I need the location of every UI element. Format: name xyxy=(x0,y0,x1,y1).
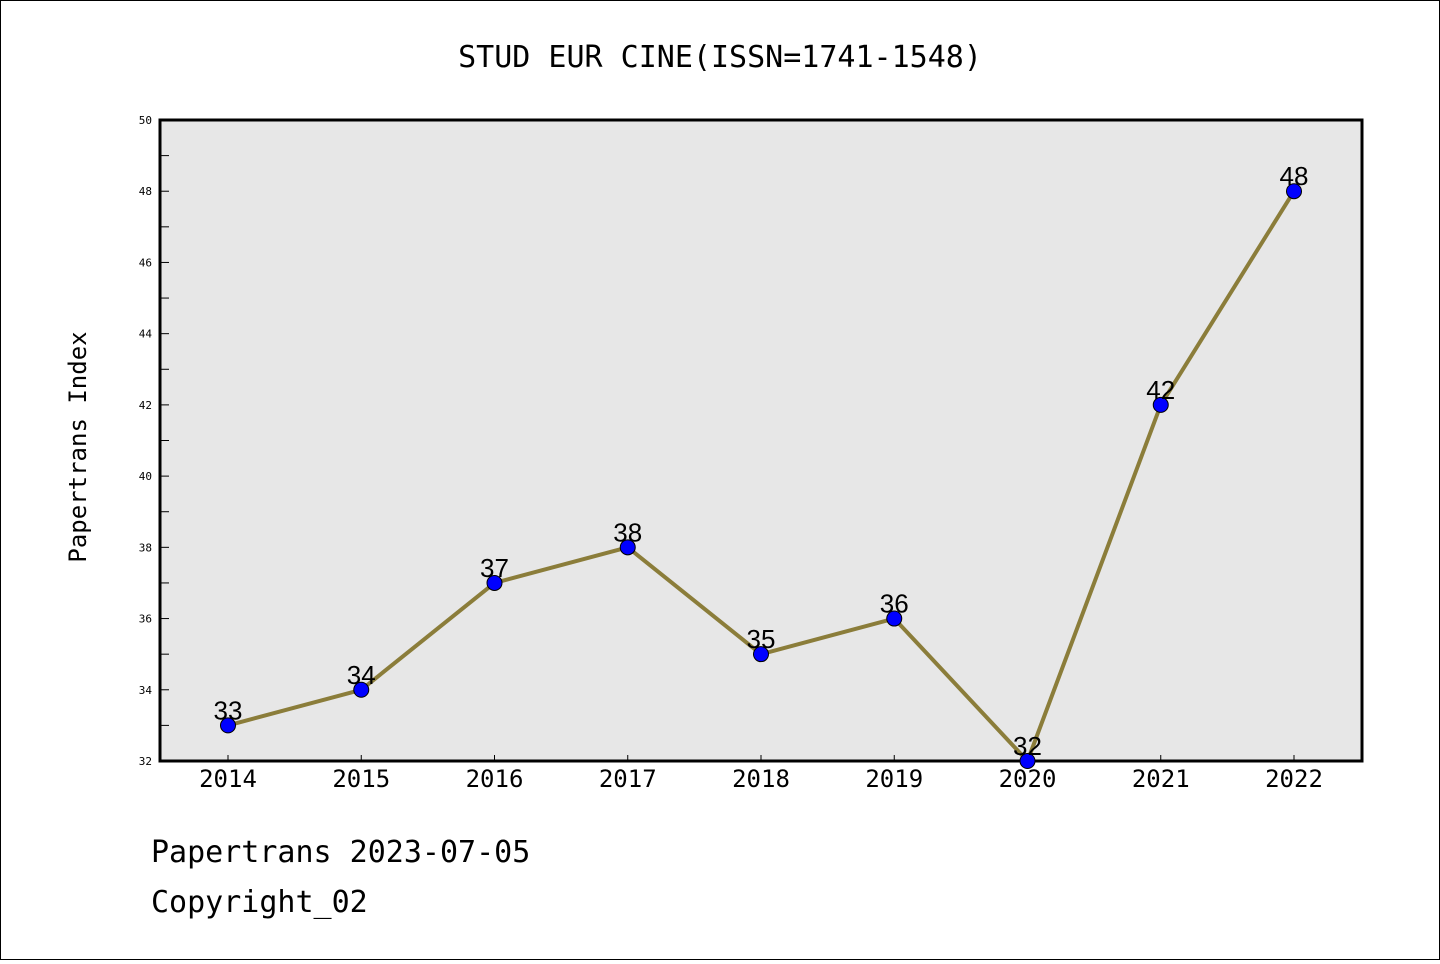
data-labels: 33 34 37 38 35 36 32 42 48 xyxy=(214,161,1309,761)
y-tick-label: 32 xyxy=(139,755,152,768)
x-tick-label: 2022 xyxy=(1265,765,1323,793)
data-point xyxy=(619,539,636,556)
data-label: 48 xyxy=(1280,161,1309,191)
x-axis-ticks: 2014 2015 2016 2017 2018 2019 2020 2021 2022 xyxy=(199,755,1323,793)
data-label: 33 xyxy=(214,695,243,725)
data-markers xyxy=(220,183,1302,769)
y-tick-label: 44 xyxy=(139,328,153,341)
y-tick-label: 34 xyxy=(139,684,153,697)
footer-copyright: Copyright_02 xyxy=(151,885,368,920)
y-tick-label: 36 xyxy=(139,613,152,626)
chart-title: STUD EUR CINE(ISSN=1741-1548) xyxy=(458,40,982,75)
y-tick-label: 50 xyxy=(139,114,152,127)
plot-area xyxy=(158,118,1364,763)
data-label: 32 xyxy=(1013,731,1042,761)
y-tick-label: 42 xyxy=(139,399,152,412)
data-label: 36 xyxy=(880,589,909,619)
data-point xyxy=(353,681,370,698)
data-label: 34 xyxy=(347,660,376,690)
data-point xyxy=(220,717,236,734)
y-axis-ticks: 32 34 36 38 40 42 44 46 48 50 xyxy=(139,114,169,768)
x-tick-label: 2017 xyxy=(599,765,657,793)
data-point xyxy=(1019,753,1036,769)
x-tick-label: 2014 xyxy=(199,765,257,793)
x-tick-label: 2015 xyxy=(332,765,390,793)
x-tick-label: 2019 xyxy=(865,765,923,793)
y-tick-label: 48 xyxy=(139,185,152,198)
x-tick-label: 2016 xyxy=(466,765,524,793)
x-tick-label: 2021 xyxy=(1132,765,1190,793)
x-tick-label: 2020 xyxy=(999,765,1057,793)
y-tick-label: 40 xyxy=(139,470,152,483)
data-label: 42 xyxy=(1146,375,1175,405)
y-tick-label: 46 xyxy=(139,256,152,269)
data-point xyxy=(1286,183,1302,200)
data-point xyxy=(486,574,503,591)
y-tick-label: 38 xyxy=(139,541,152,554)
data-label: 37 xyxy=(480,553,509,583)
data-point xyxy=(753,646,769,663)
footer-date: Papertrans 2023-07-05 xyxy=(151,835,531,870)
x-tick-label: 2018 xyxy=(732,765,790,793)
data-point xyxy=(1152,396,1169,413)
y-axis-label: Papertrans Index xyxy=(64,331,92,562)
data-point xyxy=(886,610,903,627)
data-label: 35 xyxy=(747,624,776,654)
data-label: 38 xyxy=(613,517,642,547)
